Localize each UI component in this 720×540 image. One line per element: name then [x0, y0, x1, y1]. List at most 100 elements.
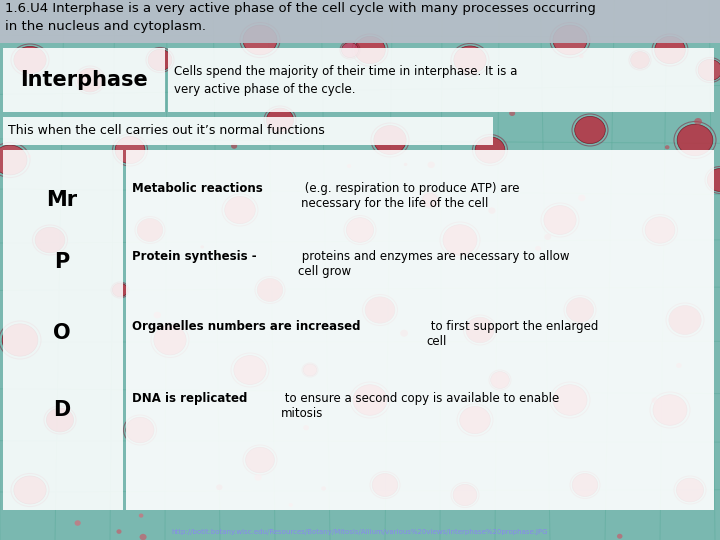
Text: Mr: Mr — [46, 190, 78, 210]
Ellipse shape — [544, 206, 576, 234]
Ellipse shape — [117, 529, 122, 534]
Ellipse shape — [140, 534, 147, 540]
Ellipse shape — [653, 395, 687, 426]
Ellipse shape — [139, 514, 143, 518]
Ellipse shape — [225, 197, 256, 224]
Ellipse shape — [676, 478, 703, 502]
Text: Interphase: Interphase — [20, 70, 148, 90]
Ellipse shape — [254, 474, 262, 481]
Ellipse shape — [423, 193, 438, 207]
Ellipse shape — [669, 306, 701, 334]
Ellipse shape — [266, 108, 294, 132]
Ellipse shape — [654, 36, 685, 64]
Ellipse shape — [303, 364, 317, 376]
Ellipse shape — [346, 218, 374, 242]
Ellipse shape — [216, 484, 222, 490]
Ellipse shape — [535, 246, 541, 251]
Ellipse shape — [617, 534, 623, 539]
FancyBboxPatch shape — [3, 117, 493, 145]
Ellipse shape — [27, 154, 31, 158]
Ellipse shape — [46, 408, 73, 432]
Ellipse shape — [374, 126, 406, 154]
Ellipse shape — [575, 117, 606, 144]
FancyBboxPatch shape — [3, 48, 165, 112]
Ellipse shape — [698, 59, 720, 80]
Text: DNA is replicated: DNA is replicated — [132, 392, 248, 405]
Ellipse shape — [0, 145, 27, 175]
Text: Cells spend the majority of their time in interphase. It is a
very active phase : Cells spend the majority of their time i… — [174, 64, 518, 96]
Ellipse shape — [234, 355, 266, 384]
Ellipse shape — [14, 476, 46, 504]
Ellipse shape — [14, 46, 46, 73]
Ellipse shape — [400, 330, 408, 337]
Text: This when the cell carries out it’s normal functions: This when the cell carries out it’s norm… — [8, 125, 325, 138]
Ellipse shape — [347, 164, 351, 168]
Ellipse shape — [553, 384, 587, 415]
Ellipse shape — [243, 25, 277, 55]
Ellipse shape — [294, 130, 297, 134]
Ellipse shape — [454, 46, 486, 74]
Ellipse shape — [77, 68, 103, 92]
Ellipse shape — [404, 163, 408, 166]
Ellipse shape — [466, 317, 494, 343]
FancyBboxPatch shape — [126, 150, 714, 510]
Ellipse shape — [372, 474, 397, 496]
Ellipse shape — [453, 484, 477, 505]
Ellipse shape — [428, 161, 435, 168]
Ellipse shape — [572, 474, 598, 496]
Ellipse shape — [35, 227, 65, 253]
Ellipse shape — [459, 407, 490, 434]
FancyBboxPatch shape — [168, 48, 714, 112]
Text: O: O — [53, 323, 71, 343]
Ellipse shape — [443, 225, 477, 255]
Text: http://botit.botany.wisc.edu/Resources/Botany/Mitosis/Allium/various%20views/Int: http://botit.botany.wisc.edu/Resources/B… — [172, 529, 548, 535]
Ellipse shape — [579, 54, 584, 58]
Ellipse shape — [231, 143, 237, 149]
Ellipse shape — [578, 194, 585, 201]
Ellipse shape — [246, 447, 274, 472]
Ellipse shape — [138, 219, 163, 241]
Ellipse shape — [665, 145, 670, 150]
Text: Organelles numbers are increased: Organelles numbers are increased — [132, 320, 361, 333]
Ellipse shape — [694, 118, 702, 125]
Text: to first support the enlarged
cell: to first support the enlarged cell — [427, 320, 598, 348]
Text: to ensure a second copy is available to enable
mitosis: to ensure a second copy is available to … — [281, 392, 559, 420]
Ellipse shape — [153, 312, 161, 319]
Ellipse shape — [544, 234, 552, 240]
Text: (e.g. respiration to produce ATP) are
necessary for the life of the cell: (e.g. respiration to produce ATP) are ne… — [301, 182, 519, 210]
Ellipse shape — [353, 384, 387, 415]
Ellipse shape — [126, 417, 154, 443]
Ellipse shape — [341, 42, 359, 58]
Ellipse shape — [148, 49, 172, 71]
Text: proteins and enzymes are necessary to allow
cell grow: proteins and enzymes are necessary to al… — [298, 250, 570, 278]
Ellipse shape — [475, 137, 505, 163]
Ellipse shape — [355, 36, 385, 64]
Text: P: P — [55, 252, 70, 272]
Ellipse shape — [112, 283, 127, 297]
Ellipse shape — [652, 397, 658, 403]
Ellipse shape — [257, 279, 283, 301]
Text: Protein synthesis -: Protein synthesis - — [132, 250, 261, 263]
Ellipse shape — [200, 245, 204, 248]
Ellipse shape — [115, 137, 145, 164]
Ellipse shape — [631, 51, 649, 69]
Ellipse shape — [676, 363, 682, 368]
Ellipse shape — [289, 503, 293, 507]
Ellipse shape — [509, 111, 516, 116]
Ellipse shape — [365, 297, 395, 323]
Text: Metabolic reactions: Metabolic reactions — [132, 182, 263, 195]
FancyBboxPatch shape — [0, 0, 720, 43]
Ellipse shape — [567, 298, 593, 322]
Ellipse shape — [490, 372, 509, 388]
Ellipse shape — [194, 189, 197, 192]
Ellipse shape — [321, 487, 326, 491]
Ellipse shape — [75, 520, 81, 526]
FancyBboxPatch shape — [3, 150, 123, 510]
Ellipse shape — [154, 325, 186, 355]
Ellipse shape — [303, 425, 309, 430]
Text: D: D — [53, 400, 71, 420]
Ellipse shape — [707, 168, 720, 192]
Ellipse shape — [553, 25, 587, 55]
Text: 1.6.U4 Interphase is a very active phase of the cell cycle with many processes o: 1.6.U4 Interphase is a very active phase… — [5, 2, 596, 33]
Ellipse shape — [488, 207, 495, 214]
